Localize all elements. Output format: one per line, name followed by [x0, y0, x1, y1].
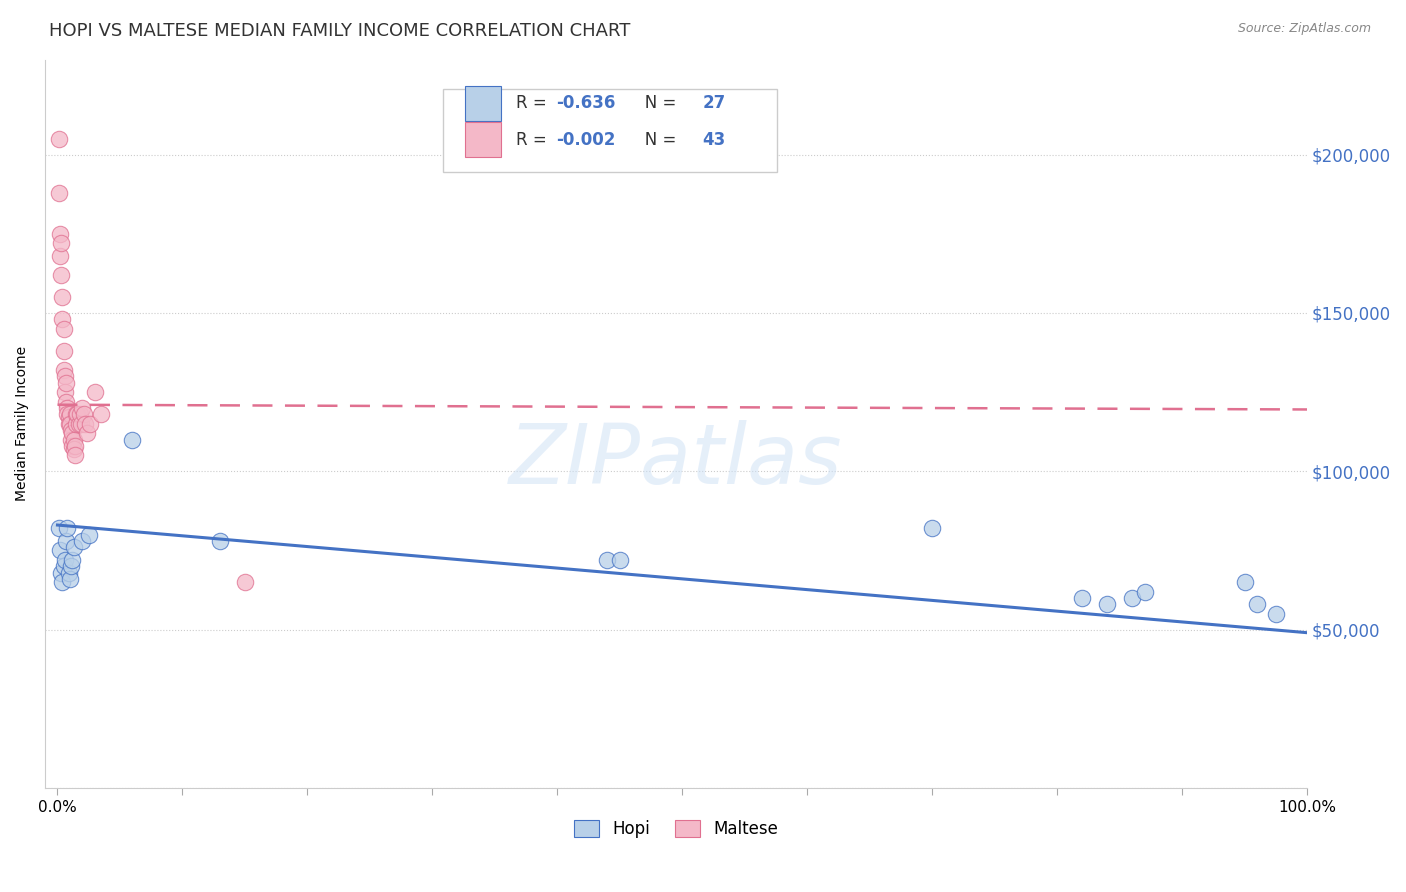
- Point: [62, 426, 84, 441]
- Point: [53, 369, 76, 384]
- Text: HOPI VS MALTESE MEDIAN FAMILY INCOME CORRELATION CHART: HOPI VS MALTESE MEDIAN FAMILY INCOME COR…: [49, 22, 630, 40]
- Point: [53, 385, 76, 400]
- Point: [73, 407, 96, 421]
- Point: [77, 527, 100, 541]
- Point: [51, 566, 73, 580]
- Text: N =: N =: [630, 131, 682, 149]
- Point: [65, 417, 87, 431]
- Point: [73, 417, 96, 431]
- Point: [62, 433, 84, 447]
- Point: [233, 575, 256, 590]
- Point: [1233, 575, 1256, 590]
- FancyBboxPatch shape: [465, 122, 501, 157]
- Point: [49, 249, 72, 263]
- Point: [69, 407, 91, 421]
- Legend: Hopi, Maltese: Hopi, Maltese: [567, 814, 785, 845]
- Point: [84, 385, 107, 400]
- Point: [66, 407, 89, 421]
- Text: -0.636: -0.636: [557, 94, 616, 112]
- Point: [58, 417, 80, 431]
- Text: R =: R =: [516, 131, 551, 149]
- Point: [52, 343, 75, 358]
- Point: [56, 401, 79, 415]
- Point: [58, 410, 80, 425]
- Point: [55, 533, 77, 548]
- Point: [60, 559, 83, 574]
- Point: [72, 401, 94, 415]
- Point: [208, 533, 231, 548]
- Point: [62, 442, 84, 456]
- Text: Source: ZipAtlas.com: Source: ZipAtlas.com: [1237, 22, 1371, 36]
- Text: -0.002: -0.002: [557, 131, 616, 149]
- Point: [59, 572, 82, 586]
- Point: [53, 553, 76, 567]
- Point: [56, 407, 79, 421]
- Point: [63, 449, 86, 463]
- Point: [51, 575, 73, 590]
- Point: [1095, 597, 1118, 611]
- Point: [56, 521, 79, 535]
- Point: [52, 559, 75, 574]
- Point: [60, 433, 83, 447]
- Point: [1133, 584, 1156, 599]
- Point: [72, 533, 94, 548]
- Point: [1246, 597, 1268, 611]
- Point: [60, 423, 83, 437]
- Point: [62, 553, 84, 567]
- Point: [48, 186, 70, 200]
- Point: [609, 553, 631, 567]
- Point: [63, 439, 86, 453]
- Y-axis label: Median Family Income: Median Family Income: [15, 346, 30, 501]
- Point: [58, 566, 80, 580]
- Point: [48, 521, 70, 535]
- Point: [121, 433, 143, 447]
- Text: N =: N =: [630, 94, 682, 112]
- Text: R =: R =: [516, 94, 551, 112]
- Point: [59, 417, 82, 431]
- Point: [1071, 591, 1094, 605]
- Text: ZIPatlas: ZIPatlas: [509, 419, 842, 500]
- Point: [59, 407, 82, 421]
- Point: [51, 290, 73, 304]
- Point: [62, 540, 84, 554]
- Point: [48, 132, 70, 146]
- Point: [70, 417, 93, 431]
- Point: [51, 312, 73, 326]
- FancyBboxPatch shape: [443, 88, 778, 172]
- Point: [79, 417, 101, 431]
- Point: [65, 407, 87, 421]
- Text: 27: 27: [703, 94, 725, 112]
- Point: [1264, 607, 1286, 621]
- Point: [76, 426, 98, 441]
- Point: [55, 376, 77, 390]
- Point: [52, 322, 75, 336]
- FancyBboxPatch shape: [465, 86, 501, 120]
- Point: [51, 236, 73, 251]
- Point: [1121, 591, 1143, 605]
- Point: [55, 394, 77, 409]
- Point: [921, 521, 943, 535]
- Point: [596, 553, 619, 567]
- Point: [67, 417, 90, 431]
- Point: [49, 543, 72, 558]
- Text: 43: 43: [703, 131, 725, 149]
- Point: [52, 363, 75, 377]
- Point: [49, 227, 72, 241]
- Point: [90, 407, 112, 421]
- Point: [62, 439, 84, 453]
- Point: [51, 268, 73, 282]
